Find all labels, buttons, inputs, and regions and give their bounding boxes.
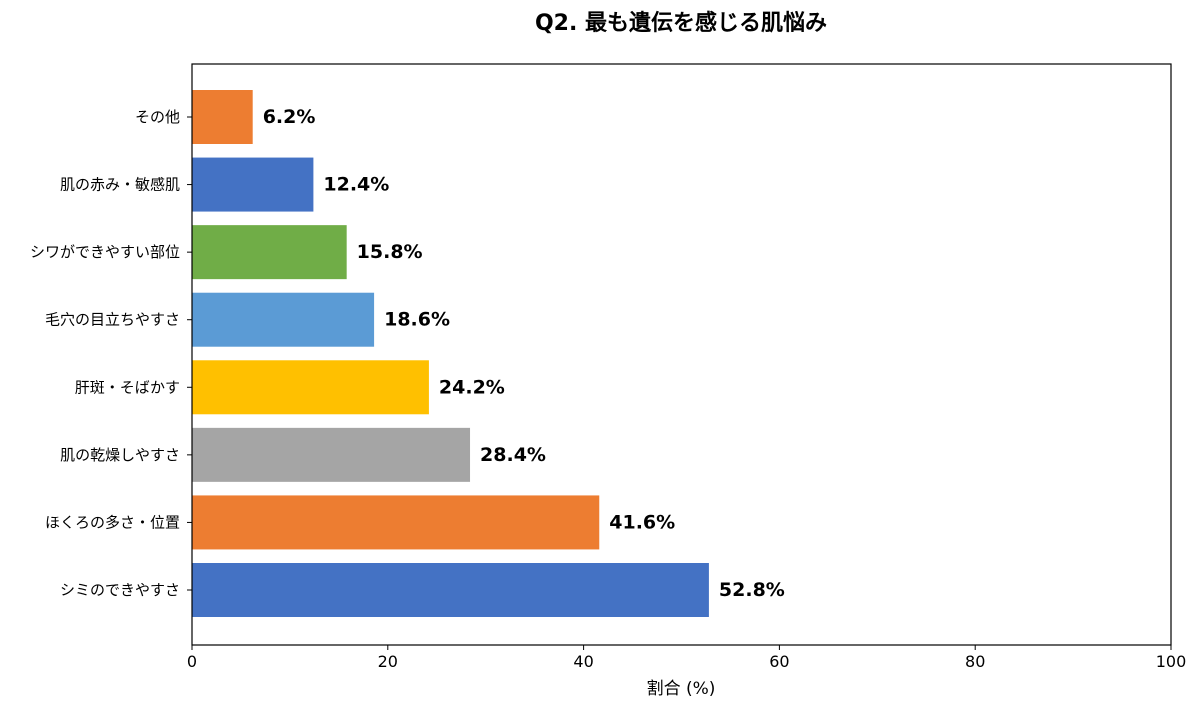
value-label: 28.4% bbox=[480, 444, 546, 466]
chart-title: Q2. 最も遺伝を感じる肌悩み bbox=[535, 10, 827, 36]
value-label: 15.8% bbox=[357, 241, 423, 263]
bar bbox=[192, 427, 471, 482]
bar bbox=[192, 563, 709, 617]
x-axis: 0 20 40 60 80 100 bbox=[187, 645, 1186, 671]
bar bbox=[192, 225, 347, 280]
x-tick-label: 100 bbox=[1156, 652, 1187, 671]
category-label: シワができやすい部位 bbox=[30, 243, 180, 261]
bar bbox=[192, 495, 600, 550]
x-tick-label: 80 bbox=[965, 652, 985, 671]
x-tick-label: 0 bbox=[187, 652, 197, 671]
value-label: 41.6% bbox=[609, 511, 675, 533]
value-label: 18.6% bbox=[384, 309, 450, 331]
category-label: その他 bbox=[135, 108, 180, 126]
value-label: 6.2% bbox=[263, 106, 316, 128]
category-label: シミのできやすさ bbox=[60, 581, 180, 599]
category-label: ほくろの多さ・位置 bbox=[45, 513, 180, 531]
x-tick-label: 20 bbox=[378, 652, 398, 671]
bar bbox=[192, 292, 375, 347]
category-labels: その他肌の赤み・敏感肌シワができやすい部位毛穴の目立ちやすさ肝斑・そばかす肌の乾… bbox=[30, 108, 192, 599]
bar bbox=[192, 360, 429, 415]
value-label: 12.4% bbox=[323, 174, 389, 196]
bar bbox=[192, 157, 314, 212]
bar bbox=[192, 90, 253, 144]
bars-layer bbox=[192, 90, 709, 617]
category-label: 肌の赤み・敏感肌 bbox=[60, 176, 180, 194]
category-label: 肝斑・そばかす bbox=[75, 378, 180, 396]
value-label: 24.2% bbox=[439, 376, 505, 398]
x-tick-label: 40 bbox=[573, 652, 593, 671]
plot-frame bbox=[191, 63, 1172, 646]
x-tick-label: 60 bbox=[769, 652, 789, 671]
value-labels: 6.2% 12.4% 15.8% 18.6% 24.2% 28.4% 41.6% 52.8% bbox=[263, 106, 785, 601]
category-label: 肌の乾燥しやすさ bbox=[60, 446, 180, 464]
value-label: 52.8% bbox=[719, 579, 785, 601]
x-axis-label: 割合 (%) bbox=[647, 679, 716, 699]
category-label: 毛穴の目立ちやすさ bbox=[45, 311, 180, 329]
